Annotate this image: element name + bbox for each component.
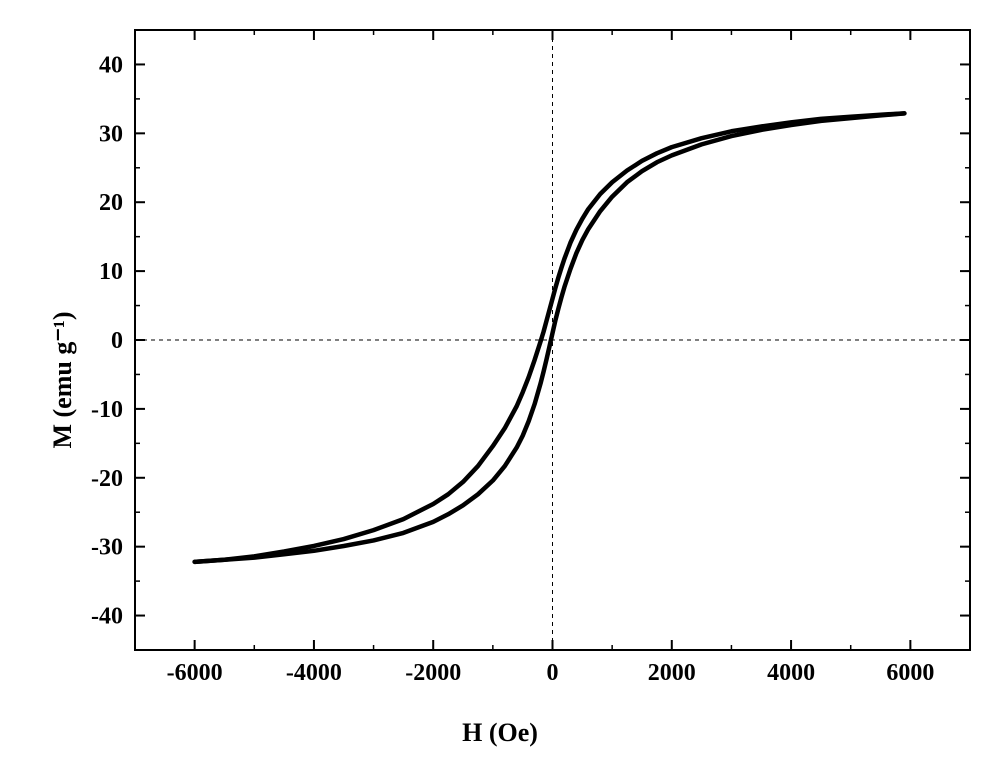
hysteresis-chart: -6000 -4000 -2000 0 2000 4000 6000 -40 -30 -20 -10… bbox=[0, 0, 1000, 760]
y-tick-label: 40 bbox=[99, 52, 123, 78]
x-tick-label: 2000 bbox=[648, 660, 696, 686]
y-tick-label: -40 bbox=[91, 604, 123, 630]
y-tick-label: 20 bbox=[99, 190, 123, 216]
chart-svg: -6000 -4000 -2000 0 2000 4000 6000 -40 -30 -20 -10… bbox=[0, 0, 1000, 760]
y-tick-label: 30 bbox=[99, 121, 123, 147]
x-tick-label: -2000 bbox=[405, 660, 461, 686]
x-tick-label: -6000 bbox=[167, 660, 223, 686]
y-tick-label: -10 bbox=[91, 397, 123, 423]
y-tick-label: 0 bbox=[111, 328, 123, 354]
x-tick-label: 0 bbox=[547, 660, 559, 686]
y-tick-label: -20 bbox=[91, 466, 123, 492]
y-tick-label: 10 bbox=[99, 259, 123, 285]
y-axis-label: M (emu g⁻¹) bbox=[48, 311, 78, 448]
x-tick-label: -4000 bbox=[286, 660, 342, 686]
x-tick-label: 6000 bbox=[886, 660, 934, 686]
x-axis-label: H (Oe) bbox=[462, 718, 538, 748]
x-tick-label: 4000 bbox=[767, 660, 815, 686]
y-tick-label: -30 bbox=[91, 535, 123, 561]
